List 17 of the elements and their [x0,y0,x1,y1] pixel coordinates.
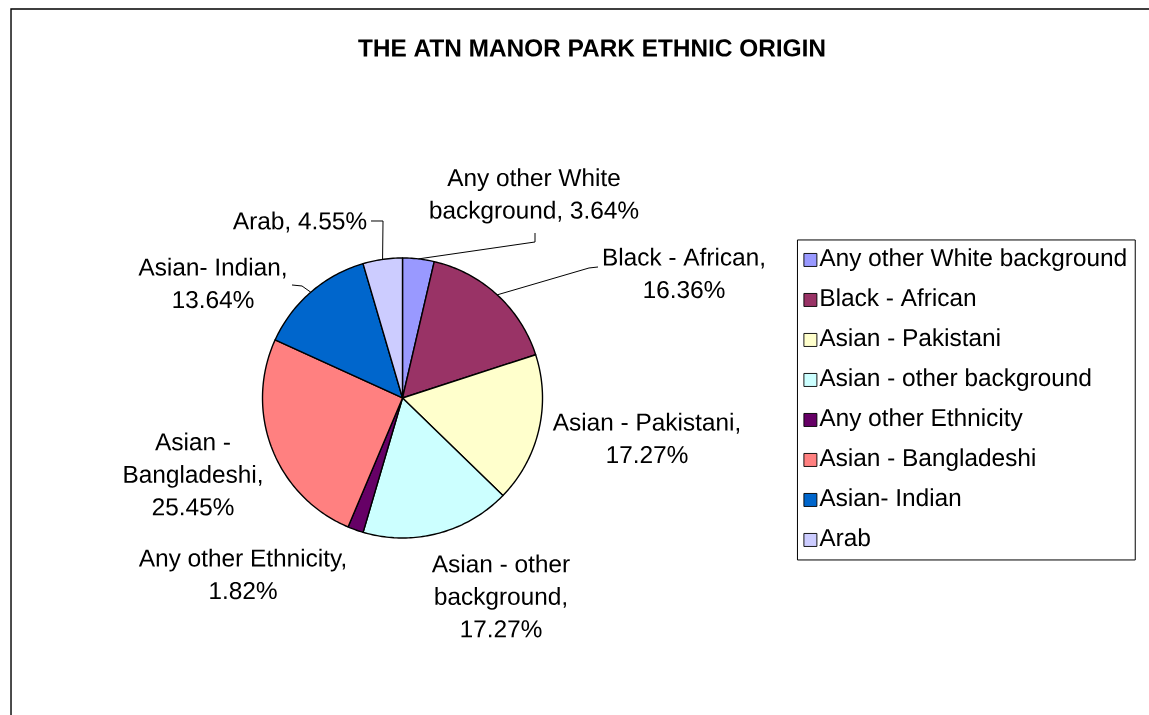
data-label: Asian- Indian, 13.64% [138,257,286,309]
data-label: Asian - Bangladeshi, 25.45% [124,432,262,516]
data-label: Any other Ethnicity, 1.82% [138,548,346,600]
legend-label: Black - African [821,288,976,307]
data-label: Asian - Pakistani, 17.27% [552,412,740,464]
legend-label: Asian - Pakistani [819,328,1000,347]
legend-label: Arab [819,528,870,547]
legend-label: Asian - other background [819,368,1091,392]
chart-title: THE ATN MANOR PARK ETHNIC ORIGIN [358,39,825,57]
data-label: Black - African, 16.36% [603,247,764,299]
legend-label: Asian- Indian [819,488,961,507]
data-label: Any other White background, 3.64% [430,168,639,224]
legend-label: Any other White background [819,248,1126,272]
data-label: Arab, 4.55% [232,211,367,233]
data-label: Asian - other background, 17.27% [431,554,570,638]
legend-label: Asian - Bangladeshi [819,448,1035,472]
legend-label: Any other Ethnicity [819,408,1023,432]
